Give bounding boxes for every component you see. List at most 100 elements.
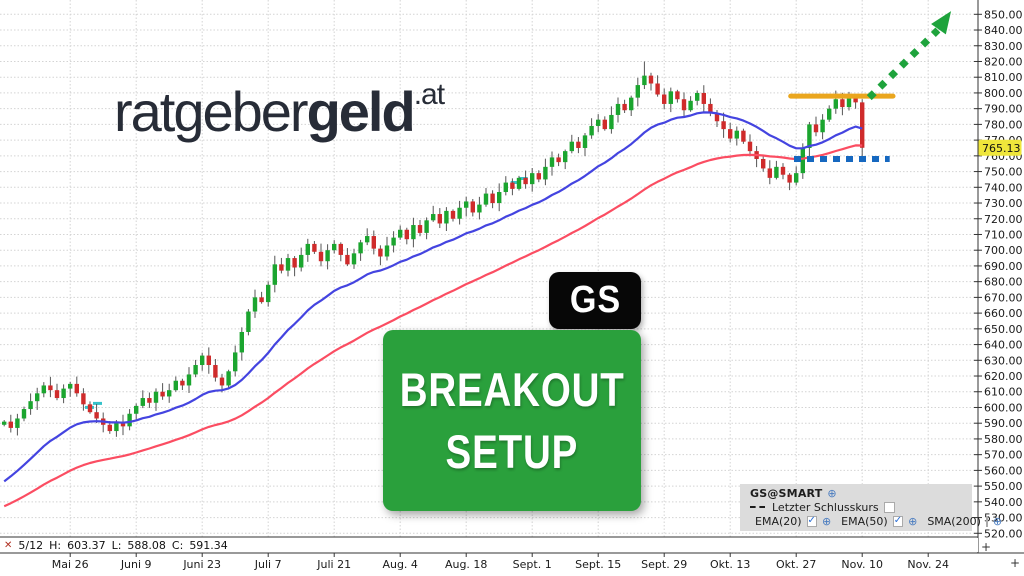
candle-body	[417, 225, 423, 233]
candle-body	[635, 85, 640, 98]
price-tick-label: 590.00	[984, 417, 1023, 430]
logo-tld-suffix: .at	[413, 78, 445, 111]
date-tick-label: Nov. 10	[841, 558, 883, 571]
candle-body	[780, 166, 786, 175]
candle-body	[701, 92, 706, 104]
price-tick-label: 710.00	[984, 228, 1023, 241]
candle-body	[200, 355, 205, 366]
logo-text-regular: ratgeber	[114, 80, 309, 143]
price-tick-label: 580.00	[984, 433, 1023, 446]
price-tick-label: 600.00	[984, 401, 1023, 414]
sma200-label: SMA(200)	[927, 514, 981, 528]
candle-body	[437, 214, 442, 224]
banner-line-2: SETUP	[445, 424, 579, 478]
candle-body	[279, 264, 284, 271]
candle-body	[490, 193, 495, 204]
banner-line-1: BREAKOUT	[399, 362, 625, 416]
candle-body	[807, 124, 812, 148]
date-tick-label: Sept. 29	[641, 558, 687, 571]
candle-body	[48, 385, 53, 391]
ticker-badge-label: GS	[569, 279, 621, 321]
status-high-label: H:	[49, 538, 62, 552]
ema50-checkbox[interactable]: ✓	[892, 515, 904, 527]
candle-body	[338, 243, 343, 255]
date-tick-label: Aug. 4	[382, 558, 417, 571]
price-tick-label: 540.00	[984, 496, 1023, 509]
candle-body	[21, 409, 27, 419]
date-tick-label: Okt. 27	[776, 558, 816, 571]
candle-body	[734, 130, 739, 139]
globe-icon[interactable]: ⊕	[827, 486, 837, 500]
date-tick-label: Juni 9	[120, 558, 152, 571]
candle-body	[259, 297, 264, 303]
ema20-checkbox[interactable]: ✓	[806, 515, 817, 527]
last-close-checkbox[interactable]	[883, 501, 895, 513]
breakout-arrow-shaft	[866, 27, 941, 101]
price-tick-label: 850.00	[984, 8, 1023, 21]
candle-body	[81, 393, 86, 405]
price-tick-label: 830.00	[984, 40, 1023, 53]
price-tick-label: 730.00	[984, 197, 1023, 210]
candle-body	[140, 398, 145, 406]
candle-body	[68, 383, 73, 389]
candle-body	[840, 99, 845, 108]
candle-body	[464, 201, 469, 208]
price-tick-label: 520.00	[984, 527, 1023, 540]
price-tick-label: 550.00	[984, 480, 1023, 493]
price-tick-label: 650.00	[984, 323, 1023, 336]
candle-body	[2, 421, 7, 425]
candle-body	[167, 390, 172, 397]
price-tick-label: 610.00	[984, 386, 1023, 399]
logo-text-bold: geld	[306, 80, 416, 143]
candle-body	[860, 102, 865, 148]
candle-body	[450, 210, 456, 219]
globe-icon[interactable]: ⊕	[908, 514, 918, 528]
candle-body	[846, 96, 852, 108]
candle-body	[510, 182, 515, 189]
price-tick-label: 530.00	[984, 512, 1023, 525]
date-tick-label: Juli 7	[254, 558, 282, 571]
candle-body	[94, 412, 99, 419]
date-tick-label: Nov. 24	[907, 558, 949, 571]
close-icon[interactable]: ✕	[4, 539, 13, 551]
date-tick-label: Mai 26	[52, 558, 89, 571]
candle-body	[589, 125, 594, 136]
candle-body	[563, 151, 568, 163]
candle-body	[325, 250, 330, 262]
candle-body	[523, 177, 528, 185]
price-tick-label: 620.00	[984, 370, 1023, 383]
breakout-arrow-head	[931, 11, 952, 35]
candle-body	[35, 393, 40, 402]
date-tick-label: Okt. 13	[710, 558, 750, 571]
candle-body	[629, 97, 634, 111]
candle-body	[747, 141, 753, 152]
indicator-legend: GS@SMART ⊕ Letzter Schlusskurs EMA(20) ✓…	[740, 484, 1002, 531]
price-tick-label: 800.00	[984, 87, 1023, 100]
candle-body	[186, 374, 192, 386]
candle-body	[411, 225, 416, 240]
candle-body	[721, 121, 726, 130]
globe-icon[interactable]: ⊕	[821, 514, 832, 528]
candle-body	[61, 388, 66, 399]
zoom-plus-button[interactable]: +	[1010, 556, 1020, 570]
ticker-badge: GS	[549, 272, 641, 329]
candle-body	[226, 371, 231, 386]
candle-body	[345, 254, 350, 265]
candle-body	[662, 94, 667, 104]
status-close-value: 591.34	[189, 538, 228, 552]
price-tick-label: 740.00	[984, 181, 1023, 194]
zoom-plus-button[interactable]: +	[981, 540, 991, 554]
candle-body	[609, 114, 614, 130]
candle-body	[833, 99, 838, 109]
last-price-label: 765.13	[982, 142, 1021, 155]
ema50-line	[3, 144, 863, 508]
candle-body	[180, 380, 185, 386]
candle-body	[530, 173, 535, 185]
date-tick-label: Sept. 1	[513, 558, 552, 571]
candle-body	[266, 284, 271, 303]
candle-body	[596, 119, 601, 126]
globe-icon[interactable]: ⊕	[992, 514, 1003, 528]
sma200-checkbox[interactable]	[985, 515, 988, 527]
candle-body	[615, 103, 621, 115]
